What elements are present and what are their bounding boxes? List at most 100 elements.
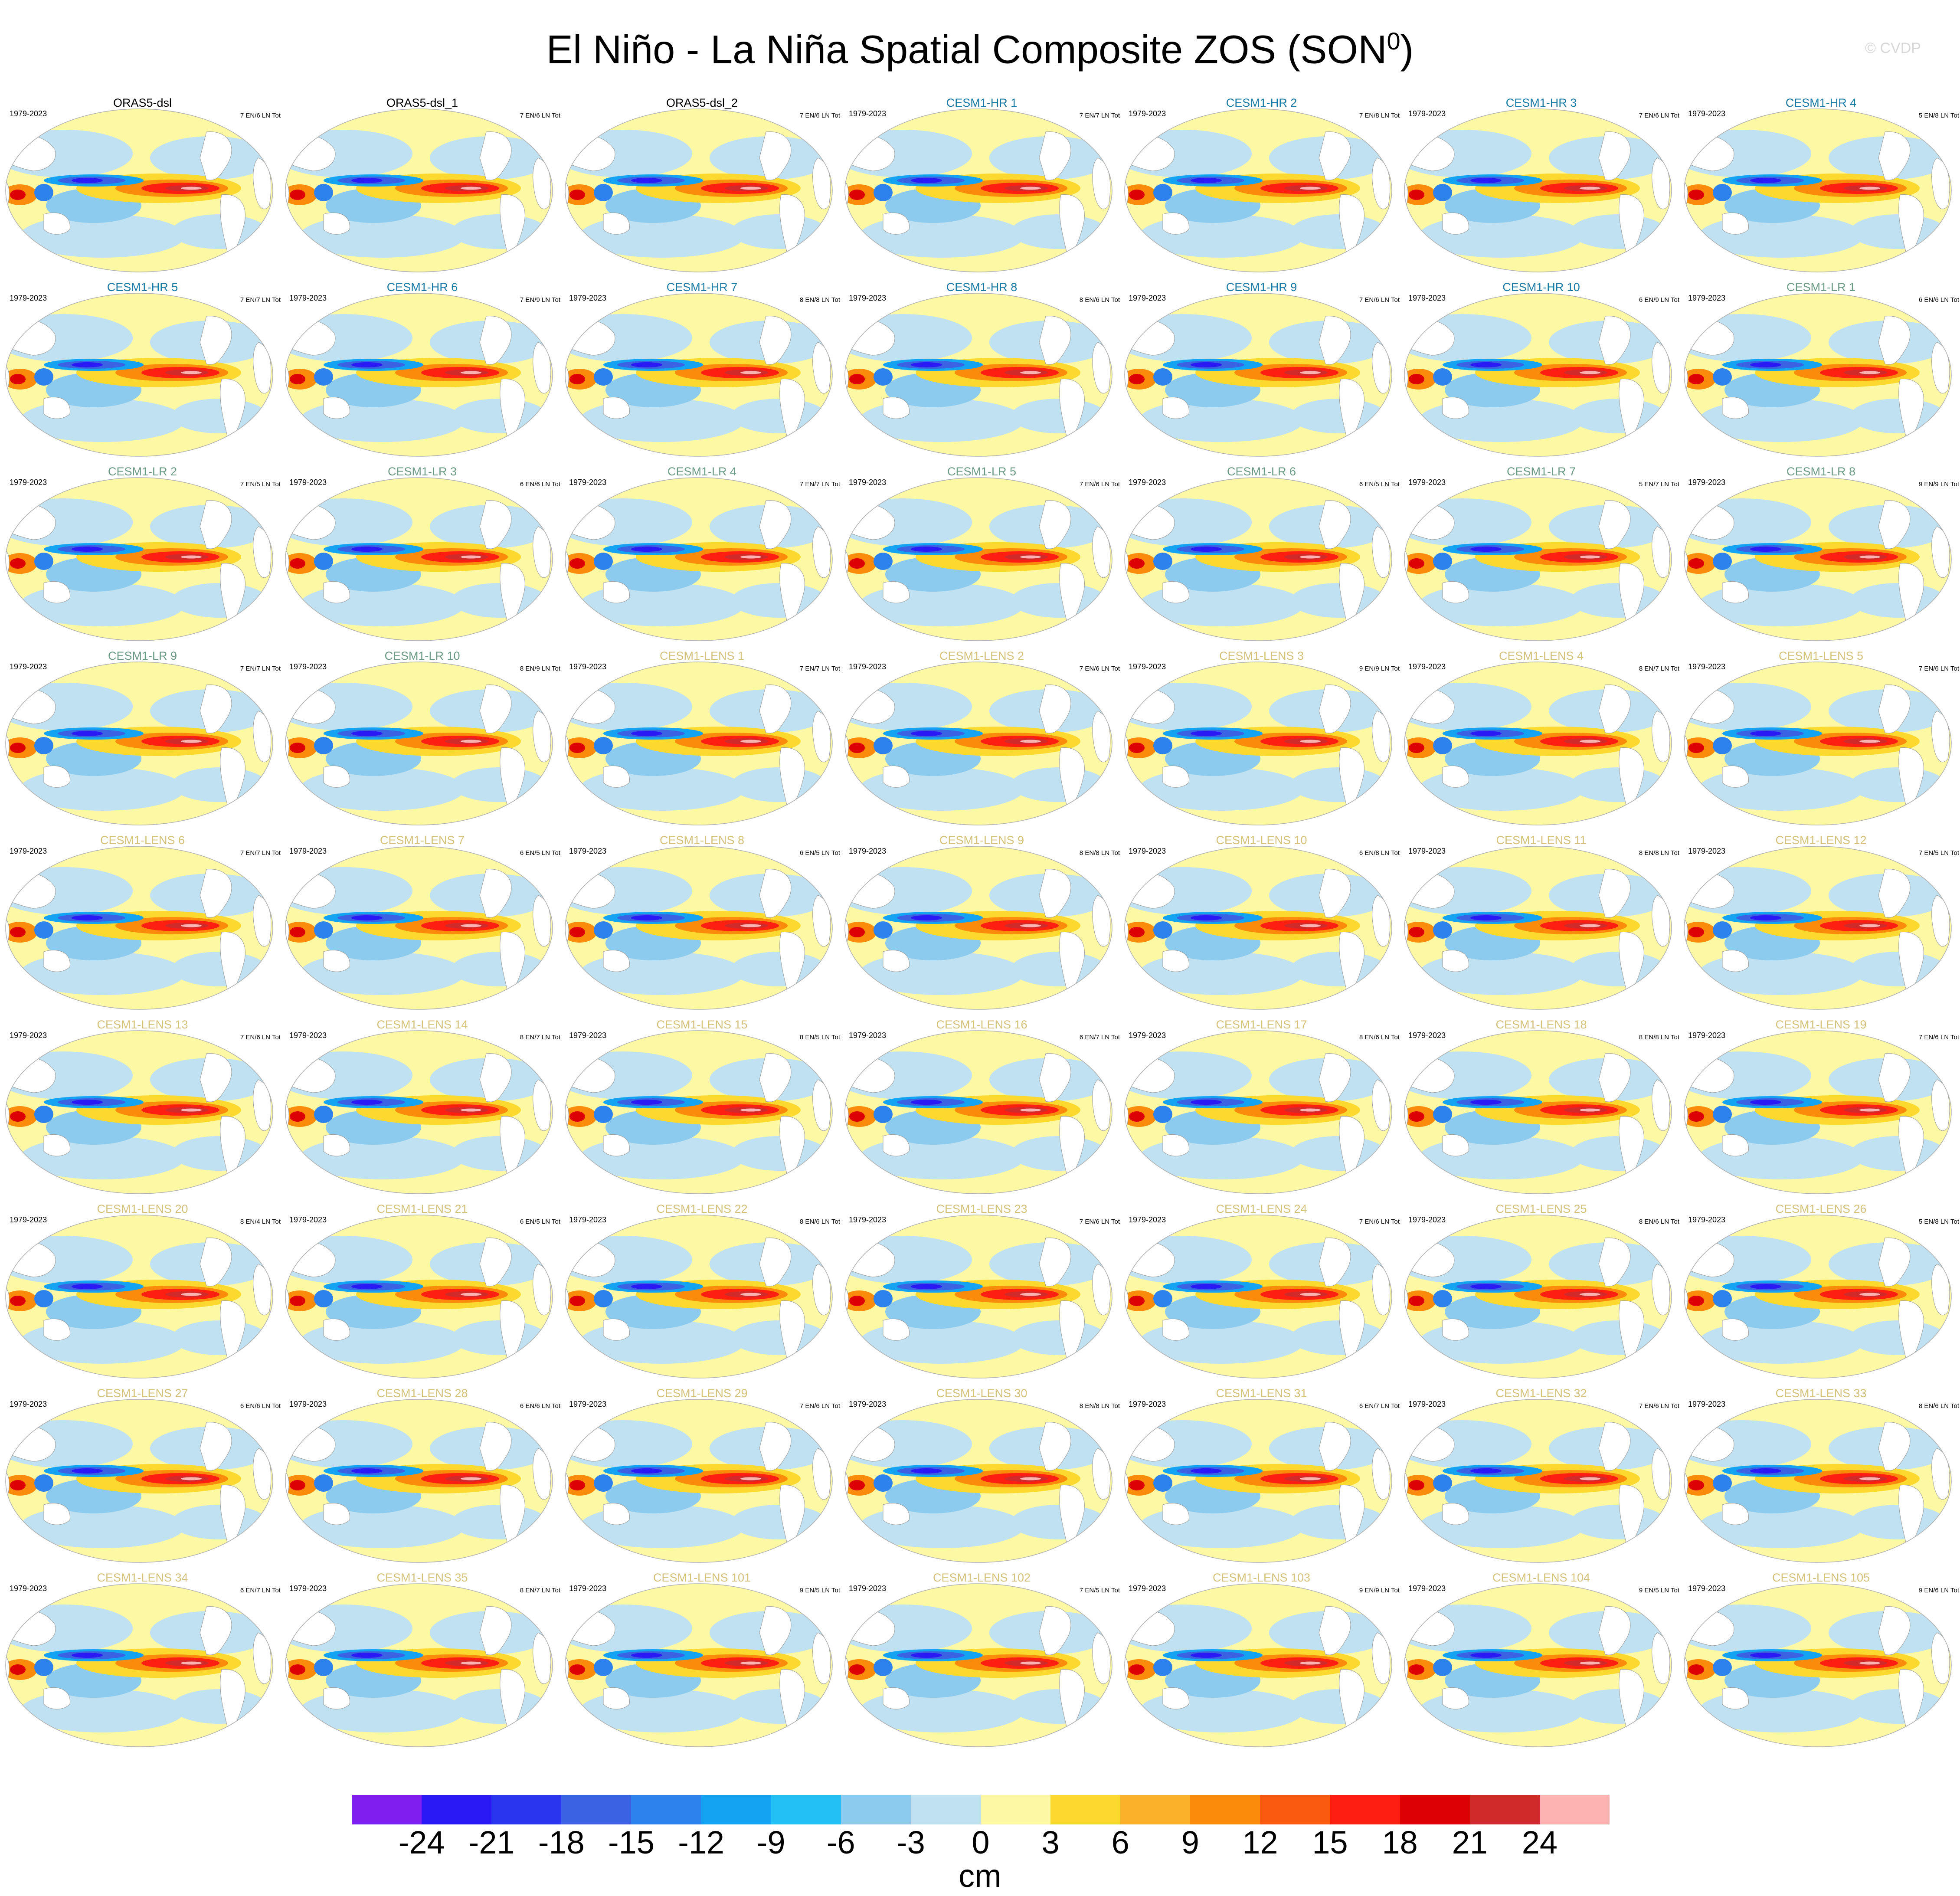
panel-event-counts: 9 EN/6 LN Tot [1918,1587,1959,1594]
map-field-shape [1291,583,1386,618]
map-panel: CESM1-LR 6 1979-2023 6 EN/5 LN Tot [1122,460,1401,642]
map-field-shape [34,184,53,201]
panel-years: 1979-2023 [1129,1215,1166,1224]
global-map [565,661,833,825]
map-field-shape [1162,1687,1189,1709]
map-panel: CESM1-LENS 13 1979-2023 7 EN/6 LN Tot [3,1013,282,1195]
global-map [285,1583,553,1747]
panel-title: CESM1-LENS 105 [1772,1571,1870,1584]
panel-years: 1979-2023 [1129,662,1166,671]
map-field-shape [603,1503,630,1525]
map-outline [285,846,553,1010]
map-field-shape [1129,374,1145,384]
map-field-shape [1129,743,1145,753]
map-field-shape [1020,1477,1041,1480]
global-map [1684,1583,1952,1747]
panel-event-counts: 8 EN/6 LN Tot [1918,1402,1959,1410]
map-field-shape [849,190,865,200]
map-field-shape [1750,547,1781,552]
panel-event-counts: 6 EN/6 LN Tot [240,1402,281,1410]
map-outline [1124,661,1392,825]
map-panel: CESM1-LENS 27 1979-2023 6 EN/6 LN Tot [3,1382,282,1564]
map-panel: CESM1-LR 7 1979-2023 5 EN/7 LN Tot [1401,460,1681,642]
panel-years: 1979-2023 [1408,294,1446,302]
map-field-shape [461,1108,481,1112]
map-outline [285,477,553,641]
panel-title: CESM1-LR 5 [947,465,1017,478]
map-field-shape [290,1296,305,1306]
panel-years: 1979-2023 [289,478,327,487]
map-outline [1684,1030,1952,1194]
panel-title: CESM1-LR 1 [1786,281,1856,294]
global-map [844,661,1113,825]
panel-years: 1979-2023 [1688,1215,1726,1224]
map-outline [1684,661,1952,825]
map-field-shape [1878,131,1911,180]
map-field-shape [1580,1108,1600,1112]
map-field-shape [883,1687,910,1709]
map-field-shape [1470,178,1502,183]
map-field-shape [10,374,26,384]
panel-event-counts: 9 EN/5 LN Tot [1639,1587,1679,1594]
map-outline [1404,846,1672,1010]
map-field-shape [849,558,865,569]
map-field-shape [34,921,53,939]
colorbar-swatch [1469,1795,1540,1824]
map-field-shape [883,765,910,788]
map-field-shape [1291,767,1386,802]
map-outline [565,108,833,272]
map-outline [1684,1215,1952,1379]
map-field-shape [1580,1661,1600,1665]
panel-event-counts: 8 EN/6 LN Tot [1359,1034,1400,1041]
map-field-shape [1433,1659,1452,1676]
colorbar-swatch [1260,1795,1330,1824]
map-field-shape [1878,500,1911,549]
map-field-shape [1011,1505,1106,1539]
map-field-shape [452,1136,547,1171]
map-field-shape [1300,1293,1321,1296]
panel-event-counts: 7 EN/7 LN Tot [799,481,840,488]
panel-title: CESM1-LR 4 [667,465,737,478]
map-field-shape [1191,547,1222,552]
global-map [5,108,273,272]
map-field-shape [1850,583,1946,618]
map-field-shape [1470,1100,1502,1105]
panel-years: 1979-2023 [1129,294,1166,302]
map-field-shape [874,1290,893,1307]
map-field-shape [1291,1689,1386,1724]
panel-event-counts: 6 EN/5 LN Tot [520,849,560,857]
map-field-shape [314,368,333,386]
panel-event-counts: 6 EN/6 LN Tot [520,481,560,488]
panel-event-counts: 6 EN/7 LN Tot [1359,1402,1400,1410]
map-field-shape [1750,178,1781,183]
map-field-shape [1580,371,1600,374]
map-field-shape [1291,1136,1386,1171]
panel-years: 1979-2023 [849,1215,887,1224]
map-field-shape [1300,740,1321,743]
panel-years: 1979-2023 [289,1031,327,1040]
global-map [1684,293,1952,457]
map-field-shape [849,1296,865,1306]
map-field-shape [594,553,613,570]
panel-title: CESM1-HR 2 [1226,96,1297,109]
map-field-shape [731,767,827,802]
map-field-shape [1750,362,1781,367]
map-field-shape [1433,737,1452,754]
panel-title: CESM1-LENS 30 [936,1387,1027,1400]
map-panel: CESM1-HR 6 1979-2023 7 EN/9 LN Tot [282,275,562,458]
map-field-shape [594,1659,613,1676]
panel-years: 1979-2023 [10,847,47,855]
global-map [5,1030,273,1194]
map-field-shape [1713,1106,1732,1123]
map-field-shape [479,684,512,734]
map-field-shape [1153,184,1172,201]
map-field-shape [200,131,232,180]
map-field-shape [740,1661,761,1665]
global-map [844,477,1113,641]
map-outline [844,1583,1113,1747]
map-field-shape [43,1687,70,1709]
panel-event-counts: 6 EN/5 LN Tot [520,1218,560,1225]
map-panel: CESM1-LR 3 1979-2023 6 EN/6 LN Tot [282,460,562,642]
panel-title: CESM1-HR 10 [1502,281,1580,294]
map-field-shape [740,924,761,927]
